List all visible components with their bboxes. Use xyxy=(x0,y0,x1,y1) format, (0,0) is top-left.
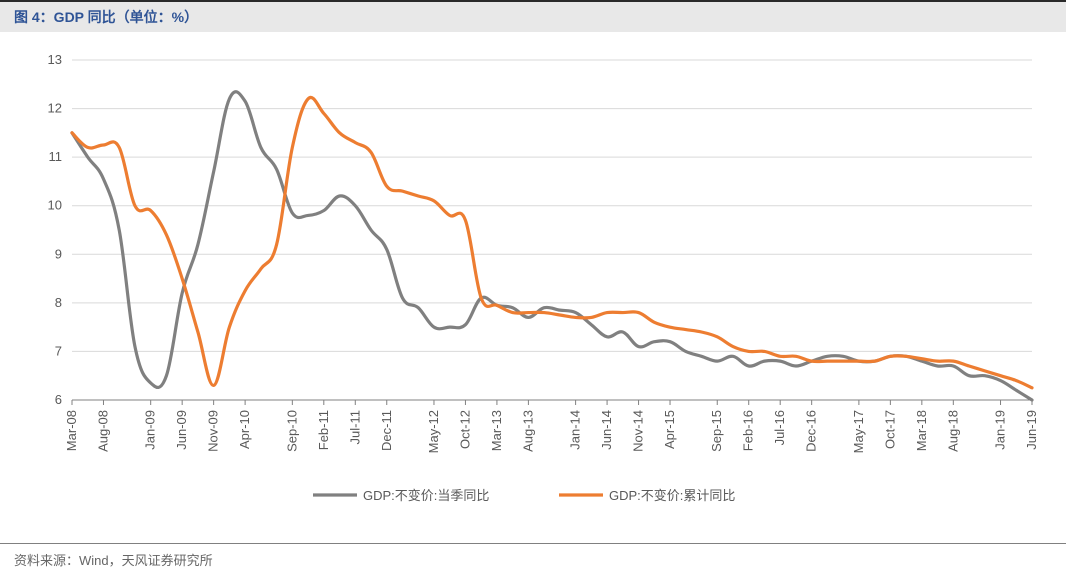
svg-text:Sep-10: Sep-10 xyxy=(284,410,299,452)
svg-text:Apr-10: Apr-10 xyxy=(237,410,252,449)
svg-text:Jul-16: Jul-16 xyxy=(772,410,787,445)
svg-text:6: 6 xyxy=(55,392,62,407)
svg-text:8: 8 xyxy=(55,295,62,310)
svg-text:Jul-11: Jul-11 xyxy=(347,410,362,444)
svg-text:Nov-09: Nov-09 xyxy=(206,410,221,452)
svg-text:Feb-16: Feb-16 xyxy=(741,410,756,451)
svg-text:Oct-17: Oct-17 xyxy=(882,410,897,449)
chart-area: 6 7 8 9 10 11 12 13 Mar-08 Aug-08 Jan-09 Jun-09 Nov-… xyxy=(24,50,1042,520)
svg-text:Jan-09: Jan-09 xyxy=(143,410,158,450)
series-line xyxy=(72,97,1032,387)
svg-text:Nov-14: Nov-14 xyxy=(631,410,646,452)
series-line xyxy=(72,92,1032,400)
svg-text:11: 11 xyxy=(49,149,63,164)
svg-text:13: 13 xyxy=(48,52,62,67)
svg-text:Aug-13: Aug-13 xyxy=(520,410,535,452)
svg-text:Jun-14: Jun-14 xyxy=(599,410,614,450)
svg-text:Apr-15: Apr-15 xyxy=(662,410,677,449)
svg-text:Feb-11: Feb-11 xyxy=(316,410,331,450)
legend-label: GDP:不变价:累计同比 xyxy=(609,488,735,503)
svg-text:10: 10 xyxy=(48,198,62,213)
svg-text:Jun-09: Jun-09 xyxy=(174,410,189,450)
svg-text:May-12: May-12 xyxy=(426,410,441,453)
svg-text:Aug-18: Aug-18 xyxy=(945,410,960,452)
svg-text:Dec-16: Dec-16 xyxy=(804,410,819,452)
svg-text:Mar-13: Mar-13 xyxy=(489,410,504,451)
svg-text:Mar-18: Mar-18 xyxy=(914,410,929,451)
svg-text:9: 9 xyxy=(55,246,62,261)
svg-text:7: 7 xyxy=(55,343,62,358)
svg-text:Aug-08: Aug-08 xyxy=(95,410,110,452)
svg-text:Dec-11: Dec-11 xyxy=(379,410,394,451)
svg-text:12: 12 xyxy=(48,101,62,116)
svg-text:Mar-08: Mar-08 xyxy=(64,410,79,451)
svg-text:Jan-19: Jan-19 xyxy=(993,410,1008,450)
svg-text:Jun-19: Jun-19 xyxy=(1024,410,1039,450)
chart-title: 图 4：GDP 同比（单位：%） xyxy=(0,0,1066,32)
svg-text:Oct-12: Oct-12 xyxy=(457,410,472,449)
source-footer: 资料来源：Wind，天风证券研究所 xyxy=(0,543,1066,573)
legend-label: GDP:不变价:当季同比 xyxy=(363,488,489,503)
svg-text:Sep-15: Sep-15 xyxy=(709,410,724,452)
svg-text:May-17: May-17 xyxy=(851,410,866,453)
line-chart: 6 7 8 9 10 11 12 13 Mar-08 Aug-08 Jan-09 Jun-09 Nov-… xyxy=(24,50,1042,520)
svg-text:Jan-14: Jan-14 xyxy=(568,410,583,450)
